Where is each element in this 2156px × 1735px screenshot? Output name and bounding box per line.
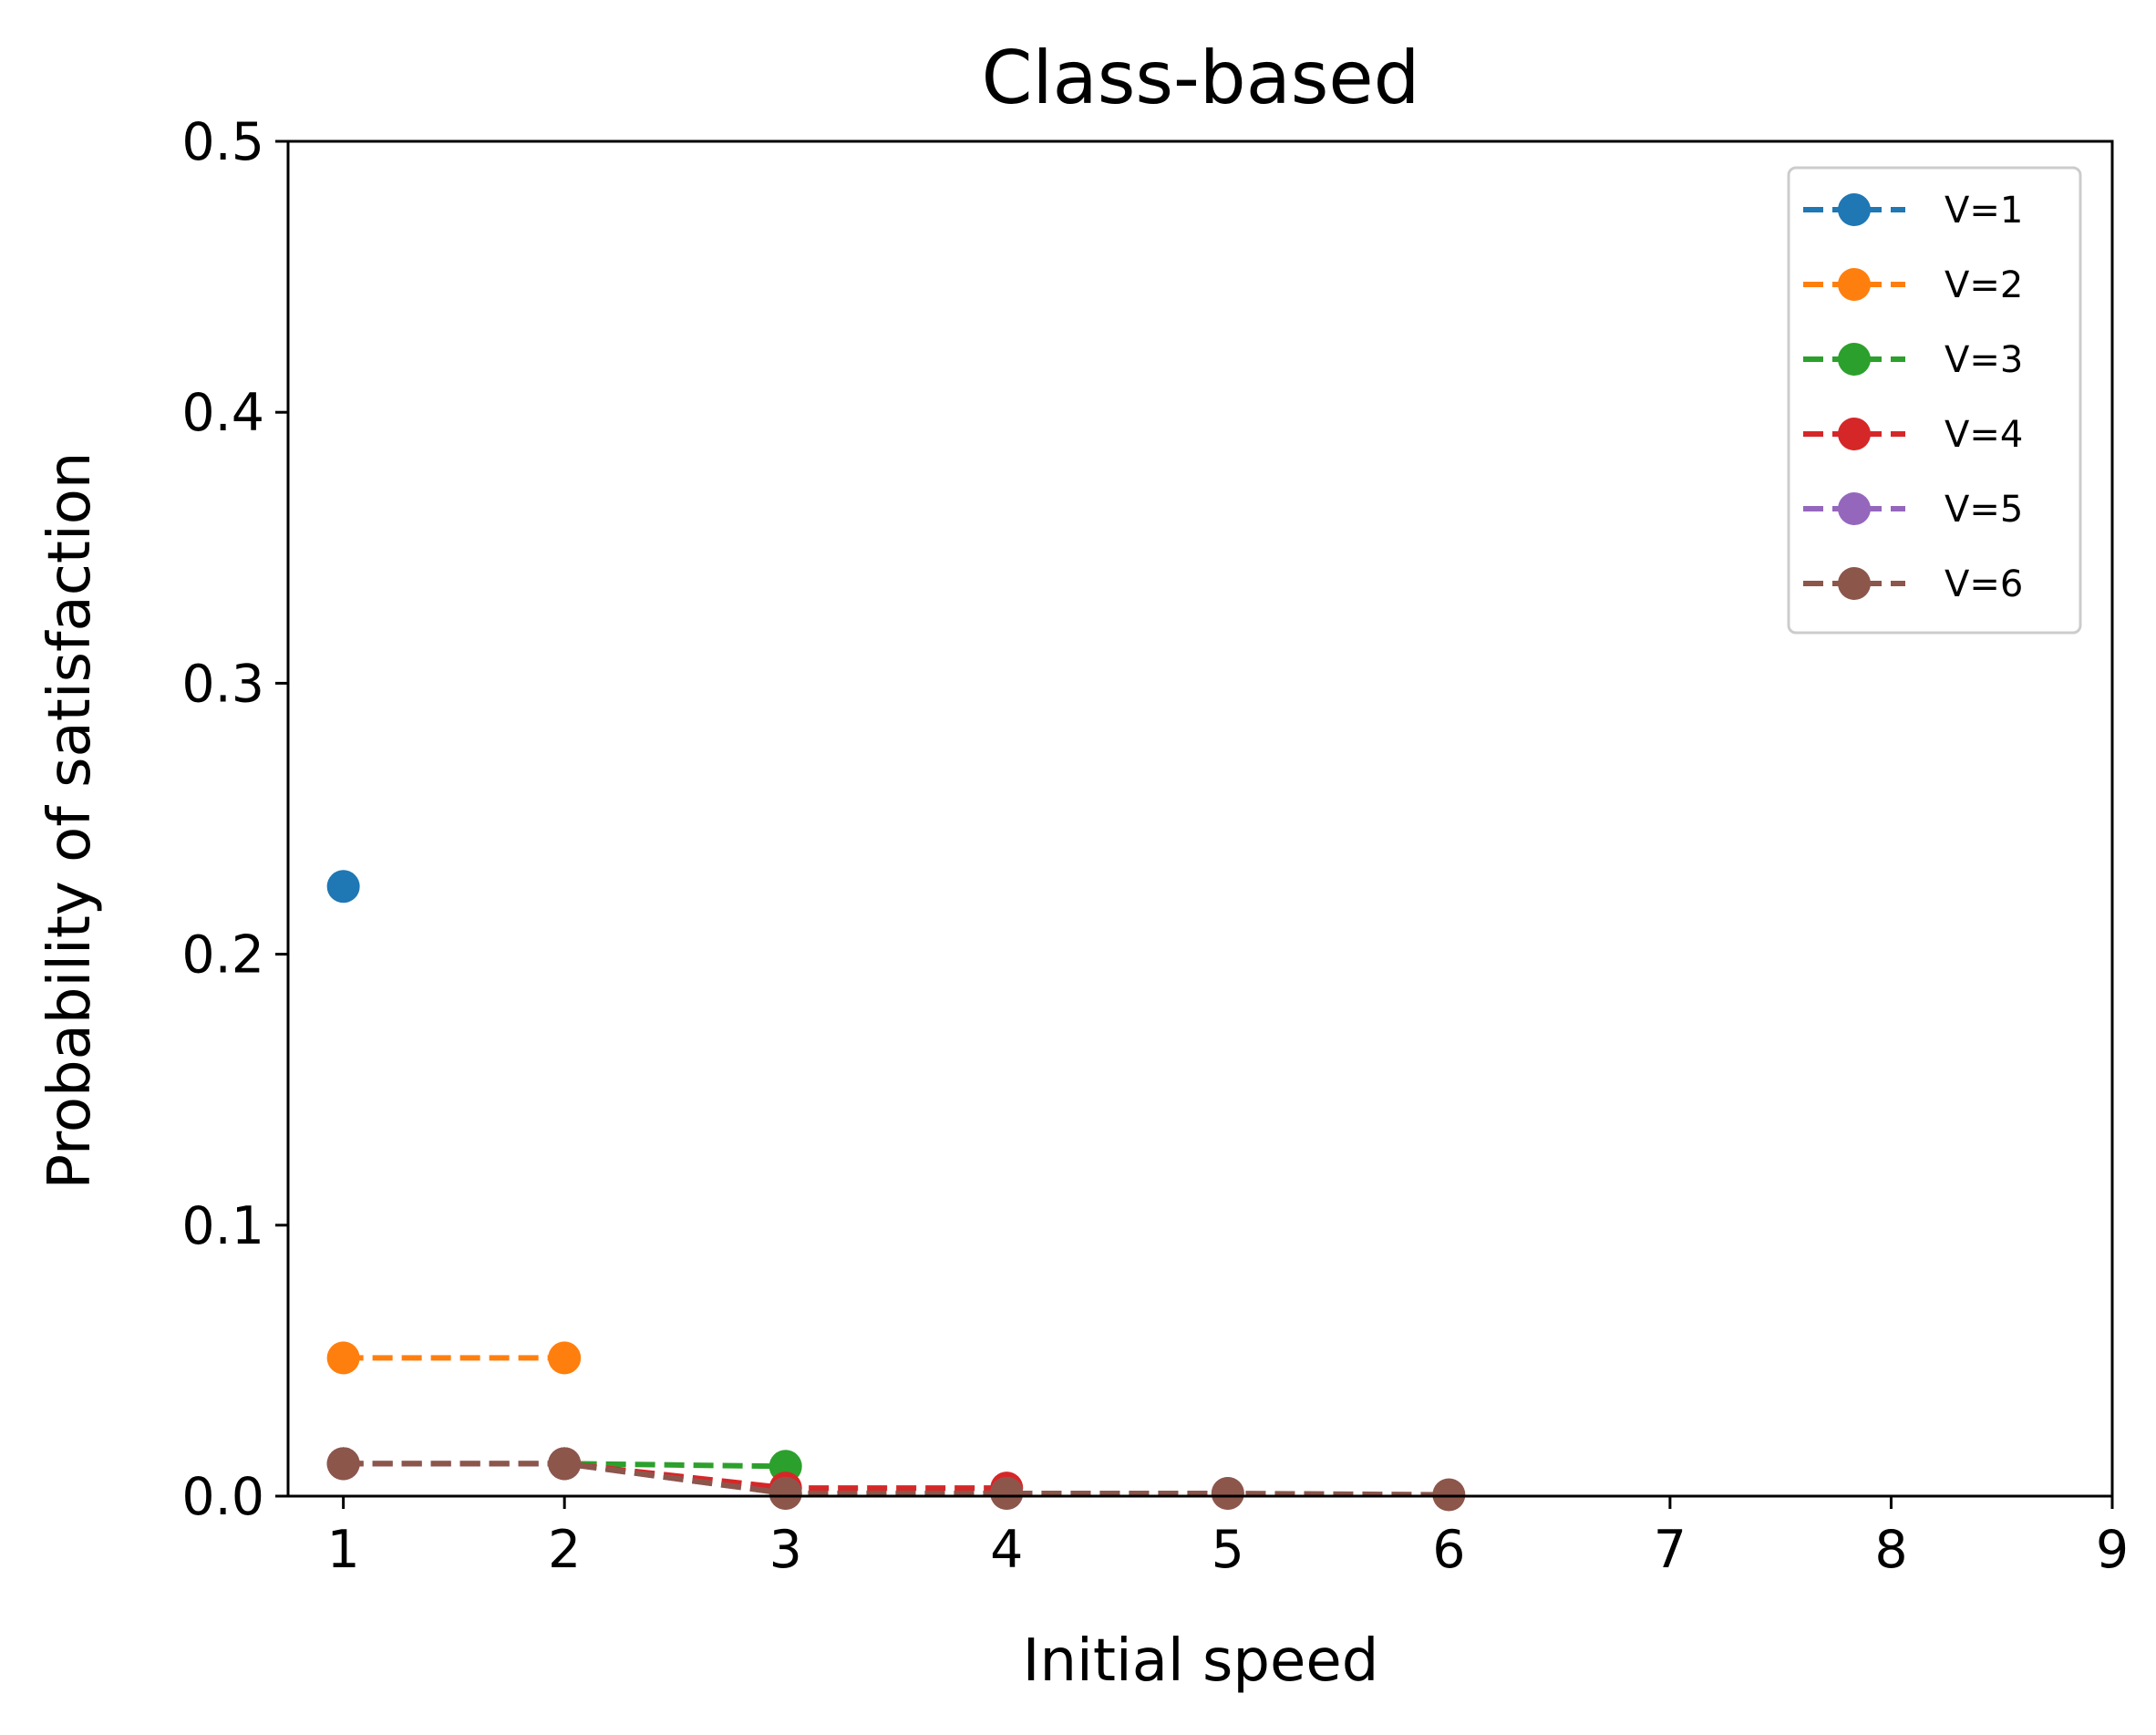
legend-marker	[1838, 567, 1871, 600]
legend-label: V=5	[1945, 489, 2023, 531]
legend-frame	[1787, 166, 2082, 635]
legend-item: V=2	[1803, 264, 2023, 306]
data-point	[548, 1341, 582, 1375]
x-tick-label: 6	[1432, 1520, 1465, 1580]
x-axis-label: Initial speed	[1023, 1627, 1379, 1695]
plot-frame	[286, 139, 2114, 1498]
series-V=2	[326, 1341, 582, 1375]
data-point	[548, 1447, 582, 1481]
series-layer	[326, 870, 1466, 1512]
x-tick-label: 1	[327, 1520, 360, 1580]
y-tick-label: 0.2	[181, 925, 264, 986]
y-tick-label: 0.3	[181, 654, 264, 714]
legend-item: V=5	[1803, 489, 2023, 531]
legend-marker	[1838, 268, 1871, 301]
x-tick-label: 4	[990, 1520, 1023, 1580]
legend-item: V=4	[1803, 414, 2023, 456]
data-point	[326, 870, 360, 904]
x-tick-label: 2	[548, 1520, 581, 1580]
legend-marker	[1838, 418, 1871, 450]
x-tick-label: 9	[2096, 1520, 2129, 1580]
y-axis-label: Probability of satisfaction	[36, 452, 104, 1190]
data-point	[769, 1477, 802, 1511]
legend-label: V=2	[1945, 264, 2023, 306]
legend: V=1 V=2 V=3 V=4 V=5 V=6	[1787, 166, 2082, 635]
legend-marker	[1838, 343, 1871, 376]
series-line	[343, 1461, 1449, 1498]
legend-label: V=3	[1945, 339, 2023, 381]
legend-items: V=1 V=2 V=3 V=4 V=5 V=6	[1803, 190, 2023, 605]
legend-label: V=1	[1945, 190, 2023, 232]
y-tick-label: 0.1	[181, 1196, 264, 1256]
data-point	[990, 1477, 1024, 1511]
y-tick-label: 0.4	[181, 383, 264, 443]
legend-item: V=6	[1803, 563, 2023, 605]
x-tick-label: 7	[1654, 1520, 1687, 1580]
y-tick-label: 0.5	[181, 112, 264, 172]
x-tick-label: 3	[769, 1520, 802, 1580]
y-axis-ticks: 0.0 0.1 0.2 0.3 0.4 0.5	[181, 112, 288, 1527]
data-point	[326, 1447, 360, 1481]
series-V=1	[326, 870, 360, 904]
legend-marker	[1838, 492, 1871, 525]
y-tick-label: 0.0	[181, 1467, 264, 1527]
legend-marker	[1838, 193, 1871, 226]
legend-label: V=4	[1945, 414, 2023, 456]
chart-title: Class-based	[982, 36, 1420, 120]
x-tick-label: 5	[1212, 1520, 1244, 1580]
legend-item: V=3	[1803, 339, 2023, 381]
x-tick-label: 8	[1874, 1520, 1907, 1580]
data-point	[326, 1341, 360, 1375]
legend-label: V=6	[1945, 563, 2023, 605]
data-point	[1211, 1477, 1244, 1511]
x-axis-ticks: 1 2 3 4 5 6 7 8 9	[327, 1496, 2129, 1580]
legend-item: V=1	[1803, 190, 2023, 232]
